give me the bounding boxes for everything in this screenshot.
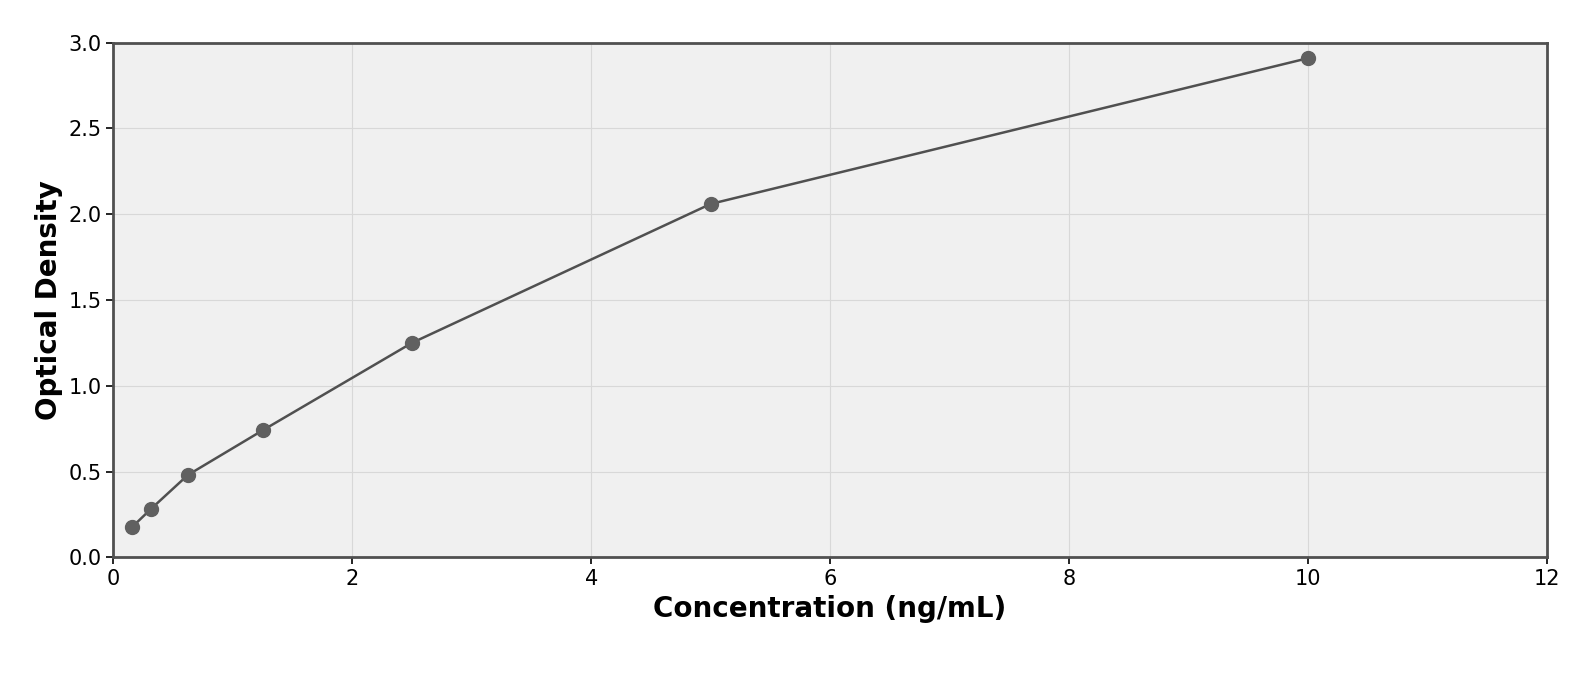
Point	[120, 522, 145, 533]
Y-axis label: Optical Density: Optical Density	[35, 180, 62, 420]
Point	[399, 338, 424, 349]
Point	[699, 199, 724, 210]
X-axis label: Concentration (ng/mL): Concentration (ng/mL)	[654, 594, 1006, 623]
Point	[137, 504, 163, 515]
Point	[250, 425, 276, 436]
Point	[175, 469, 201, 480]
Point	[1295, 53, 1321, 64]
